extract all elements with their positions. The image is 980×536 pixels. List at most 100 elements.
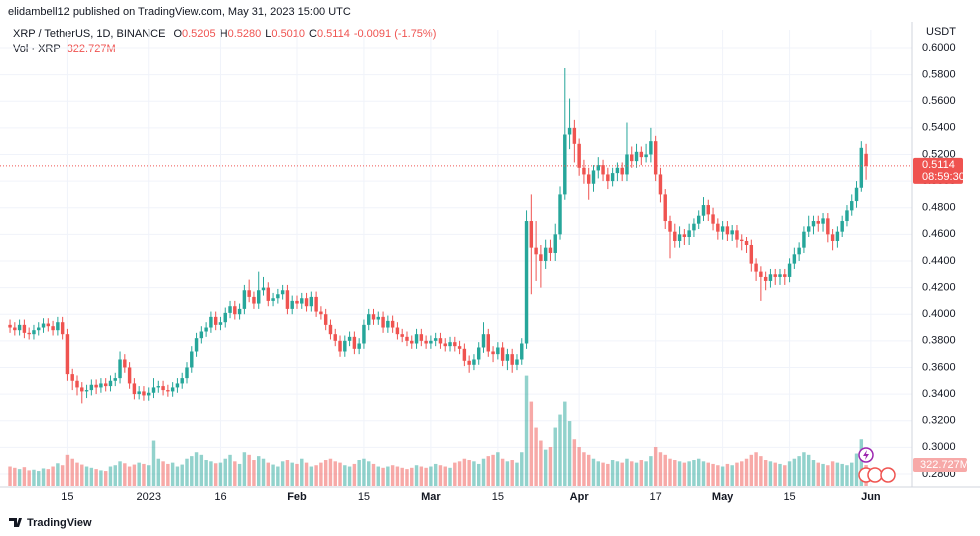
candle-body xyxy=(515,359,519,365)
candle-body xyxy=(687,230,691,238)
volume-bar xyxy=(711,463,715,486)
candle-body xyxy=(209,316,213,328)
volume-bar xyxy=(123,463,127,486)
volume-bar xyxy=(333,461,337,486)
candle-body xyxy=(166,390,170,392)
candle-body xyxy=(730,230,734,235)
x-tick-label: 17 xyxy=(650,491,662,503)
candle-body xyxy=(414,334,419,344)
volume-bar xyxy=(32,469,36,486)
volume-bar xyxy=(323,460,328,486)
candle-body xyxy=(314,296,318,312)
candle-body xyxy=(218,322,223,325)
volume-bar xyxy=(510,460,514,486)
l-label: L xyxy=(265,28,271,40)
y-tick-label: 0.5200 xyxy=(922,148,956,160)
candle-body xyxy=(400,334,404,337)
candle-body xyxy=(472,359,476,365)
volume-bar xyxy=(99,470,103,486)
volume-bar xyxy=(768,461,773,486)
candle-body xyxy=(233,306,237,315)
volume-bar xyxy=(17,469,22,486)
candle-body xyxy=(539,254,543,261)
candle-body xyxy=(103,383,108,387)
volume-bar xyxy=(41,468,46,486)
volume-bar xyxy=(720,466,725,486)
candle-body xyxy=(280,290,285,295)
candle-body xyxy=(558,194,562,235)
volume-bar xyxy=(237,463,242,486)
volume-bar xyxy=(639,460,644,486)
candle-body xyxy=(634,151,639,162)
candle-body xyxy=(491,351,495,355)
volume-bar xyxy=(94,469,98,486)
volume-bar xyxy=(606,463,610,486)
candle-body xyxy=(429,340,433,344)
volume-bar xyxy=(663,454,667,486)
x-tick-label: Mar xyxy=(421,491,441,503)
candle-body xyxy=(190,351,194,368)
volume-bar xyxy=(759,456,763,486)
volume-bar xyxy=(481,458,486,486)
volume-bar xyxy=(27,470,31,486)
logo-mark xyxy=(9,518,22,527)
candle-body xyxy=(65,334,70,375)
candle-body xyxy=(223,312,227,323)
candle-body xyxy=(673,231,677,241)
candle-body xyxy=(266,287,271,301)
volume-bar xyxy=(740,461,744,486)
volume-bar xyxy=(366,461,371,486)
countdown: 08:59:30 xyxy=(922,171,965,183)
candle-body xyxy=(448,342,452,347)
volume-bar xyxy=(754,452,758,486)
volume-bar xyxy=(300,458,304,486)
volume-bar xyxy=(553,427,557,486)
volume-bar xyxy=(22,467,27,486)
candle-body xyxy=(84,390,89,392)
volume-bar xyxy=(80,464,84,486)
volume-bar xyxy=(749,454,754,486)
volume-bar xyxy=(151,440,156,486)
candle-body xyxy=(854,187,859,202)
volume-bar xyxy=(400,467,404,486)
volume-bar xyxy=(347,466,352,486)
volume-bar xyxy=(735,462,739,486)
last-price-label: 0.5114 xyxy=(922,159,955,171)
volume-pane xyxy=(8,375,868,486)
candle-body xyxy=(457,346,462,349)
legend-line: XRP / TetherUS, 1D, BINANCE O0.5205 H0.528… xyxy=(13,28,436,40)
volume-bar xyxy=(457,461,462,486)
candle-body xyxy=(151,387,156,393)
y-tick-label: 0.3000 xyxy=(922,441,956,453)
volume-bar xyxy=(438,465,443,486)
volume-bar xyxy=(534,427,538,486)
candle-body xyxy=(630,154,634,162)
candle-body xyxy=(529,221,534,248)
candle-body xyxy=(653,141,658,175)
volume-bar xyxy=(783,465,787,486)
volume-bar xyxy=(596,461,600,486)
volume-bar xyxy=(601,462,605,486)
y-tick-label: 0.3200 xyxy=(922,415,956,427)
candle-body xyxy=(204,327,208,332)
volume-bar xyxy=(180,464,184,486)
candle-body xyxy=(505,354,510,361)
volume-bar xyxy=(835,462,840,486)
y-tick-label: 0.4400 xyxy=(922,255,956,267)
candles xyxy=(0,67,912,404)
candle-body xyxy=(185,367,189,379)
volume-bar xyxy=(567,421,572,486)
c-value: 0.5114 xyxy=(317,28,350,40)
volume-bar xyxy=(644,461,648,486)
volume-bar xyxy=(433,463,438,486)
x-tick-label: 16 xyxy=(214,491,226,503)
volume-bar xyxy=(161,461,165,486)
volume-bar xyxy=(285,460,290,486)
volume-bar xyxy=(414,465,419,486)
volume-bar xyxy=(505,461,510,486)
candle-body xyxy=(735,230,739,240)
candle-body xyxy=(443,343,447,347)
volume-bar xyxy=(390,465,395,486)
volume-bar xyxy=(386,466,390,486)
volume-bar xyxy=(453,462,457,486)
